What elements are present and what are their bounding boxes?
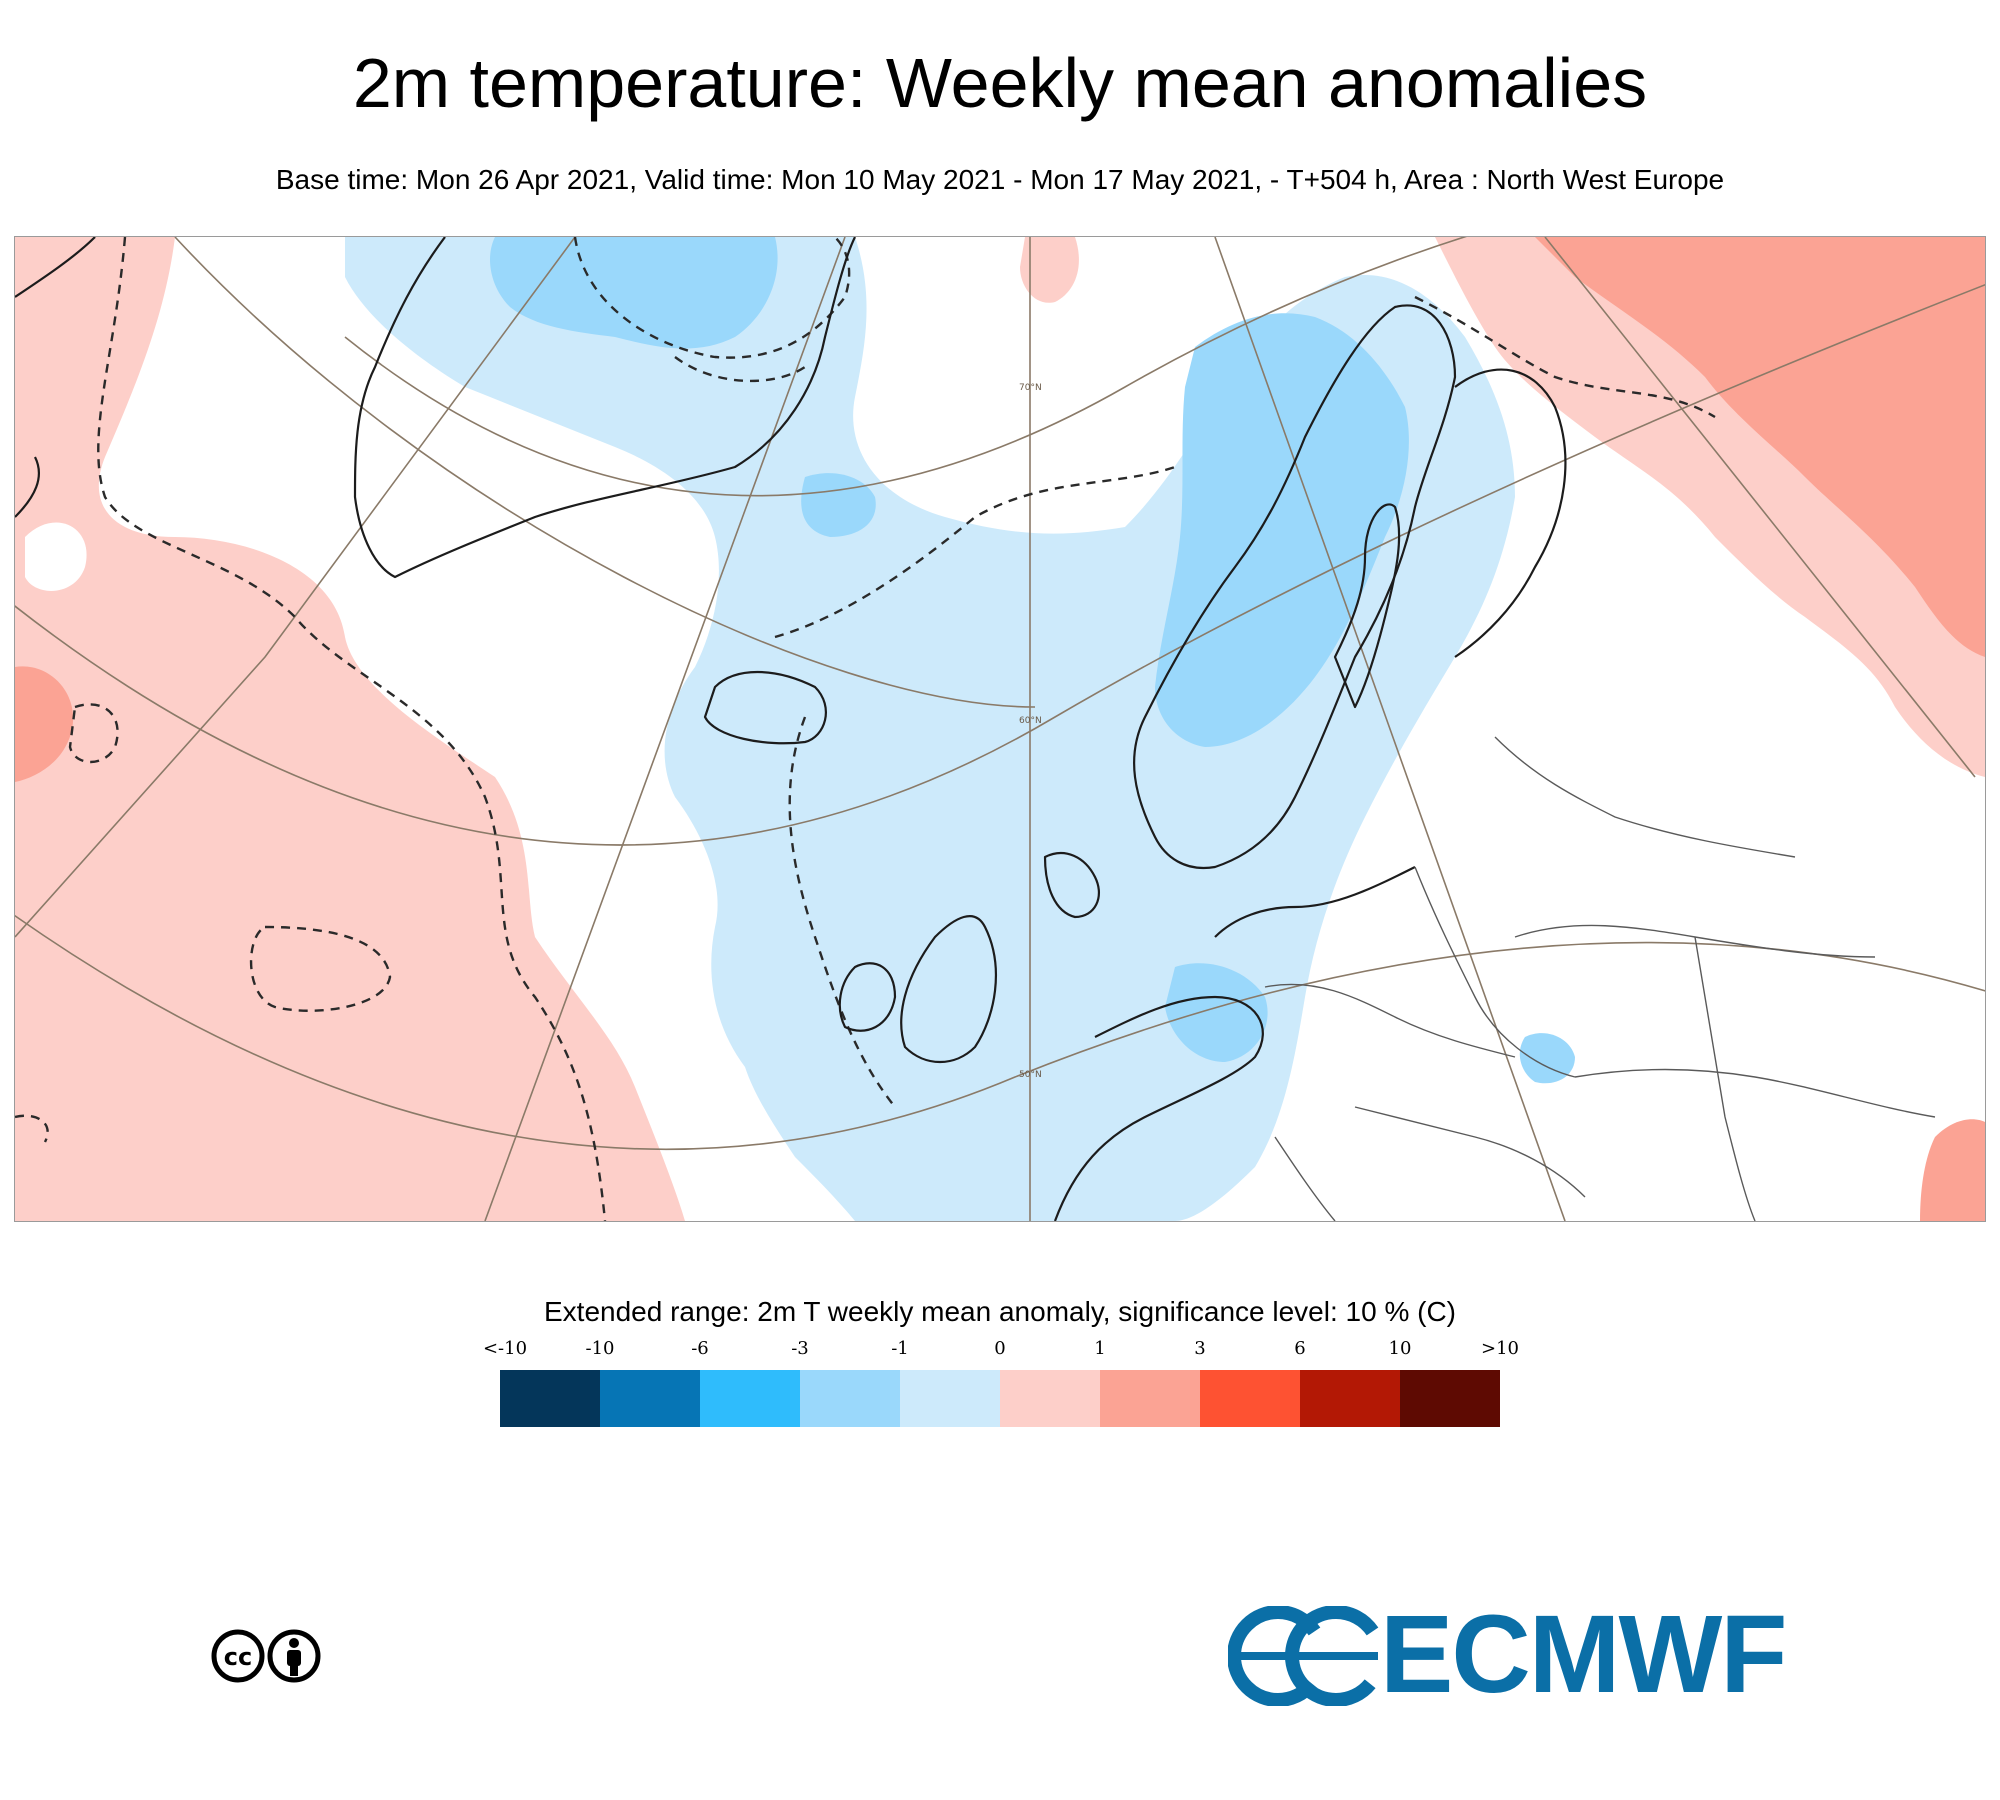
anomaly-map: 70°N 60°N 50°N (14, 236, 1986, 1222)
legend-tick: -1 (891, 1338, 909, 1359)
warm-anomaly-north-small (1020, 237, 1079, 303)
cold-anomaly-scandinavia-core (1155, 313, 1409, 747)
legend-swatch (600, 1370, 700, 1427)
legend-ticks: <-10 -10 -6 -3 -1 0 1 3 6 10 >10 (0, 1338, 2000, 1362)
legend-swatch (1000, 1370, 1100, 1427)
warm-anomaly-atlantic (15, 237, 685, 1221)
legend-swatch (900, 1370, 1000, 1427)
ecmwf-logo-icon (1228, 1606, 1387, 1706)
creative-commons-by-icon: cc (211, 1629, 321, 1683)
legend-tick: 3 (1194, 1338, 1206, 1359)
legend-swatch (1400, 1370, 1500, 1427)
legend-swatch (1200, 1370, 1300, 1427)
legend-tick: <-10 (482, 1338, 528, 1359)
chart-subtitle: Base time: Mon 26 Apr 2021, Valid time: … (275, 164, 1725, 195)
cold-anomaly-greenland-core (490, 237, 778, 349)
warm-anomaly-northeast-core (1535, 237, 1985, 657)
legend-swatch (1300, 1370, 1400, 1427)
legend-tick: >10 (1481, 1338, 1519, 1359)
legend-tick: 6 (1294, 1338, 1306, 1359)
svg-text:cc: cc (224, 1643, 252, 1671)
legend-tick: 0 (994, 1338, 1006, 1359)
lat-label-70: 70°N (1019, 383, 1042, 393)
legend-tick: -10 (585, 1338, 615, 1359)
legend-title: Extended range: 2m T weekly mean anomaly… (543, 1296, 1456, 1327)
legend-tick: 10 (1388, 1338, 1412, 1359)
lat-label-50: 50°N (1019, 1070, 1042, 1080)
country-borders (1264, 736, 1936, 1221)
warm-anomaly-southeast (1920, 1119, 1985, 1221)
coastlines (15, 237, 1567, 1221)
cold-anomaly-germany-core (1165, 963, 1268, 1062)
warm-anomaly-atlantic-inner-hole (25, 522, 87, 591)
legend-swatch (800, 1370, 900, 1427)
map-canvas: 70°N 60°N 50°N (15, 237, 1985, 1221)
legend-swatch (700, 1370, 800, 1427)
lat-label-60: 60°N (1019, 716, 1042, 726)
legend-tick: 1 (1094, 1338, 1106, 1359)
legend-colorbar (500, 1370, 1500, 1427)
legend-swatch (1100, 1370, 1200, 1427)
legend-tick: -6 (691, 1338, 709, 1359)
chart-title: 2m temperature: Weekly mean anomalies (352, 44, 1648, 122)
cold-anomaly-iceland-core (801, 473, 876, 537)
legend-swatch (500, 1370, 600, 1427)
graticule (15, 237, 1985, 1221)
warm-anomaly-atlantic-core (15, 666, 74, 782)
significance-contours (15, 237, 1716, 1221)
cold-anomaly-central-europe (1519, 1033, 1575, 1084)
ecmwf-wordmark: ECMWF (1380, 1593, 1787, 1716)
legend-tick: -3 (791, 1338, 809, 1359)
